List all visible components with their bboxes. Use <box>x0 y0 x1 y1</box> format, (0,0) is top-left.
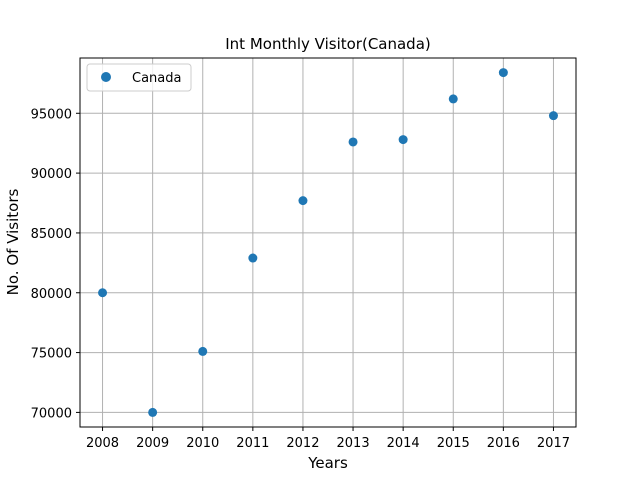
x-tick-label: 2015 <box>437 436 470 451</box>
data-point <box>248 253 258 263</box>
axis-ticks: 2008 2009 2010 2011 2012 2013 2014 2015 2016 2017… <box>31 107 570 451</box>
data-point <box>298 196 308 206</box>
data-point <box>98 288 108 298</box>
legend-label: Canada <box>132 71 181 86</box>
plot-frame <box>79 57 577 428</box>
x-tick-label: 2011 <box>236 436 269 451</box>
data-point <box>148 407 158 417</box>
x-tick-label: 2009 <box>136 436 169 451</box>
y-tick-label: 90000 <box>31 167 72 182</box>
chart-title: Int Monthly Visitor(Canada) <box>225 35 431 53</box>
data-point <box>198 346 208 356</box>
y-tick-label: 70000 <box>31 406 72 421</box>
legend: Canada <box>86 63 192 92</box>
y-tick-label: 95000 <box>31 107 72 122</box>
x-axis-title: Years <box>307 454 348 472</box>
x-tick-label: 2010 <box>186 436 219 451</box>
data-point <box>498 68 508 78</box>
legend-box <box>86 63 192 92</box>
x-tick-label: 2016 <box>487 436 520 451</box>
y-tick-label: 85000 <box>31 227 72 242</box>
data-points <box>98 68 558 417</box>
y-tick-label: 80000 <box>31 287 72 302</box>
grid <box>80 58 576 427</box>
legend-marker-icon <box>101 72 111 82</box>
y-tick-label: 75000 <box>31 347 72 362</box>
x-tick-label: 2008 <box>86 436 119 451</box>
data-point <box>398 135 408 145</box>
x-tick-label: 2013 <box>337 436 370 451</box>
x-tick-label: 2012 <box>286 436 319 451</box>
y-axis-title: No. Of Visitors <box>4 188 22 295</box>
data-point <box>448 94 458 104</box>
data-point <box>348 137 358 147</box>
x-tick-label: 2014 <box>387 436 420 451</box>
x-tick-label: 2017 <box>537 436 570 451</box>
data-point <box>548 111 558 121</box>
